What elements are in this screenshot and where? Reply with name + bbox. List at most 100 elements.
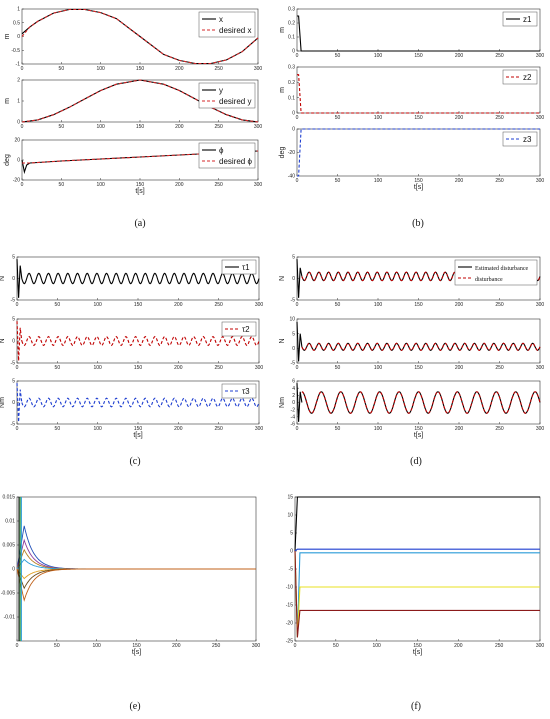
y-tick-label: 4 [292,386,295,392]
x-tick-label: 250 [214,426,223,432]
legend-label: τ1 [242,263,250,272]
y-tick-label: 0 [292,111,295,117]
x-tick-label: 150 [136,182,145,188]
chart-f: 0 50 100 150 200 250 300 -25 -20 -15 -10 -5 0 5 10 15 t[… [286,495,545,656]
x-tick-label: 50 [335,426,341,432]
y-tick-label: -2 [291,407,296,413]
legend-box [198,82,256,109]
x-tick-label: 300 [255,365,264,371]
y-tick-label: 0.2 [288,80,295,86]
x-tick-label: 100 [374,302,383,308]
y-tick-label: 0 [12,567,15,573]
y-tick-label: 1 [17,7,20,13]
x-tick-label: 100 [93,365,102,371]
y-tick-label: -5 [11,298,16,304]
x-tick-label: 250 [495,115,504,121]
x-tick-label: 250 [214,66,223,72]
x-tick-label: 0 [294,643,297,649]
y-tick-label: 5 [12,317,15,323]
x-tick-label: 300 [536,53,545,59]
x-tick-label: 0 [296,365,299,371]
x-tick-label: 100 [374,426,383,432]
y-tick-label: -0.005 [1,591,15,597]
x-tick-label: 150 [414,426,423,432]
plot-area [296,128,541,177]
x-tick-label: 200 [454,643,463,649]
y-tick-label: -5 [291,361,296,367]
chart-a-1: 0 50 100 150 200 250 300 -1 -0.5 0 0.5 1 m x desired x [4,7,262,72]
chart-b-3: 0 50 100 150 200 250 300 -40 -20 0 deg t[s] z3 [279,127,544,191]
legend-box [198,11,256,38]
x-tick-label: 150 [414,302,423,308]
x-tick-label: 50 [55,302,61,308]
series-line [294,496,540,552]
series-line [296,259,303,298]
x-axis-label: t[s] [135,188,144,195]
x-tick-label: 0 [296,53,299,59]
legend-label: τ2 [242,325,250,334]
y-tick-label: 0.3 [288,65,295,71]
x-axis-label: t[s] [413,649,422,656]
panel-caption: (c) [129,456,140,467]
y-tick-label: -25 [286,639,293,645]
legend-label: x [219,15,223,24]
panel-caption: (b) [412,218,424,229]
y-axis-label: N [0,338,6,343]
y-tick-label: 0 [292,127,295,133]
y-tick-label: -5 [11,361,16,367]
x-tick-label: 150 [414,115,423,121]
series-line [16,568,256,602]
x-tick-label: 250 [495,643,504,649]
series-line [16,383,23,422]
y-tick-label: 5 [290,531,293,537]
x-tick-label: 300 [254,124,263,130]
chart-a-3: 0 50 100 150 200 250 300-20020degt[s]ϕdesired … [4,138,262,195]
y-axis-label: Nm [0,397,6,408]
x-tick-label: 200 [455,115,464,121]
x-tick-label: 50 [335,53,341,59]
legend-box [502,69,538,85]
series-line [296,383,303,422]
x-tick-label: 100 [374,53,383,59]
y-tick-label: -0.01 [4,615,16,621]
panel-caption: (d) [410,456,422,467]
x-tick-label: 100 [374,115,383,121]
y-tick-label: 5 [292,255,295,261]
x-tick-label: 0 [296,426,299,432]
x-tick-label: 200 [175,182,184,188]
x-tick-label: 200 [455,302,464,308]
x-tick-label: 0 [296,302,299,308]
legend-box [198,142,256,169]
x-tick-label: 300 [254,66,263,72]
x-tick-label: 150 [414,53,423,59]
x-tick-label: 0 [296,178,299,184]
y-tick-label: -15 [286,603,293,609]
x-tick-label: 300 [536,178,545,184]
x-tick-label: 50 [59,66,65,72]
x-tick-label: 100 [96,66,105,72]
x-tick-label: 300 [254,182,263,188]
y-axis-label: m [4,98,11,104]
x-tick-label: 0 [296,115,299,121]
x-tick-label: 200 [455,365,464,371]
y-tick-label: 1 [17,99,20,105]
x-tick-label: 300 [255,426,264,432]
legend-box [221,321,257,337]
x-tick-label: 100 [374,178,383,184]
y-tick-label: 5 [12,255,15,261]
x-tick-label: 150 [414,178,423,184]
x-tick-label: 0 [16,643,19,649]
x-tick-label: 100 [93,426,102,432]
x-tick-label: 0 [16,426,19,432]
x-tick-label: 0 [16,302,19,308]
x-tick-label: 50 [55,365,61,371]
legend-label: ϕ [219,146,224,155]
y-tick-label: 6 [292,379,295,385]
y-axis-label: m [279,87,286,93]
series-line [294,550,540,638]
legend-label: disturbance [475,277,503,283]
x-axis-label: t[s] [414,432,423,439]
